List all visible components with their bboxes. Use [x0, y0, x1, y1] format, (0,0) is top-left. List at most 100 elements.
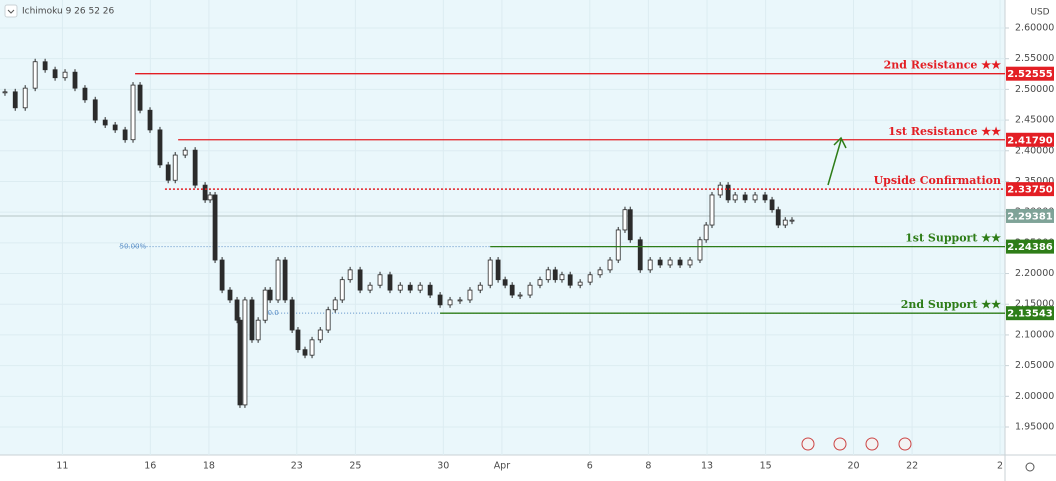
candle: [447, 299, 453, 306]
grid: 2.60000 2.55000 2.50000 2.45000 2.40000 2.350…: [0, 0, 1054, 472]
settings-icon[interactable]: [1025, 462, 1035, 472]
indicator-toggle[interactable]: [4, 4, 18, 18]
event-icons: [801, 437, 912, 451]
candle: [192, 149, 198, 186]
candle: [219, 259, 225, 291]
candle: [347, 269, 353, 281]
price-tag-label: 2.41790: [1007, 135, 1053, 146]
x-tick-label: 20: [847, 461, 859, 472]
candle: [234, 299, 240, 321]
y-tick-label: 2.10000: [1015, 329, 1054, 340]
candle: [577, 281, 583, 286]
candle: [457, 299, 463, 302]
indicator-label: Ichimoku 9 26 52 26: [22, 7, 115, 17]
x-tick-label: 8: [645, 461, 651, 472]
candle: [477, 284, 483, 291]
event-icon[interactable]: [865, 437, 879, 451]
candle: [357, 269, 363, 291]
candle: [615, 229, 621, 261]
candle: [407, 284, 413, 291]
y-tick-label: 2.35000: [1015, 176, 1054, 187]
candle: [752, 194, 758, 201]
y-tick-label: 2.00000: [1015, 391, 1054, 402]
candle: [417, 284, 423, 291]
x-tick-label: 22: [906, 461, 918, 472]
y-tick-label: 1.95000: [1015, 422, 1054, 433]
candle: [212, 194, 218, 261]
candle: [647, 259, 653, 271]
candle: [207, 194, 213, 201]
y-tick-label: 2.45000: [1015, 115, 1054, 126]
candle: [249, 299, 255, 341]
fib-label: 50.00%: [120, 243, 147, 251]
candle: [387, 274, 393, 291]
event-icon[interactable]: [801, 437, 815, 451]
event-icon[interactable]: [833, 437, 847, 451]
candle: [82, 87, 88, 101]
candle: [667, 259, 673, 266]
candle: [72, 71, 78, 89]
x-tick-label: 6: [587, 461, 593, 472]
candle: [775, 209, 781, 226]
price-tag: [1006, 182, 1054, 197]
overlay: 2nd Resistance ★★ 2.52555 1st Resistance ★…: [135, 59, 1054, 321]
candle: [377, 274, 383, 286]
price-tag: [1006, 239, 1054, 254]
candle: [339, 279, 345, 301]
x-tick-label: 18: [203, 461, 215, 472]
candle: [12, 91, 18, 109]
candle: [62, 71, 68, 79]
candle: [165, 164, 171, 181]
candle: [309, 339, 315, 356]
candle: [509, 284, 515, 296]
candle: [769, 199, 775, 211]
candle: [332, 299, 338, 311]
candle: [275, 259, 281, 301]
candle: [622, 209, 628, 231]
candle: [397, 284, 403, 291]
candle: [295, 329, 301, 351]
candle: [255, 319, 261, 341]
candle: [607, 259, 613, 271]
candle: [732, 194, 738, 201]
x-tick-label: 16: [144, 461, 156, 472]
y-tick-label: 2.40000: [1015, 145, 1054, 156]
candle: [102, 119, 108, 126]
candle: [92, 99, 98, 121]
candle: [527, 284, 533, 296]
candle: [112, 124, 118, 131]
candle: [32, 61, 38, 89]
candle: [502, 279, 508, 286]
price-tag: [1006, 306, 1054, 321]
candle: [559, 274, 565, 281]
price-tag-label: 2.33750: [1007, 185, 1053, 196]
candle: [130, 84, 136, 141]
candle: [545, 269, 551, 281]
price-tag-label: 2.24386: [1007, 242, 1053, 253]
candle: [495, 259, 501, 281]
candle: [687, 259, 693, 266]
level-label: Upside Confirmation: [874, 174, 1001, 187]
candle: [202, 184, 208, 201]
fib-label: 50.0: [263, 309, 279, 317]
chevron-icon: [7, 9, 15, 14]
candle: [182, 149, 188, 156]
candle: [262, 289, 268, 321]
candle: [267, 289, 273, 301]
y-tick-label: 2.20000: [1015, 268, 1054, 279]
price-tag: [1006, 208, 1054, 223]
candle: [237, 319, 243, 406]
level-label: 2nd Support ★★: [901, 298, 1001, 311]
candle: [587, 274, 593, 283]
x-tick-label: 2: [997, 461, 1003, 472]
currency-label: USD: [1030, 8, 1049, 18]
candle: [317, 329, 323, 341]
x-tick-label: 30: [437, 461, 449, 472]
event-icon[interactable]: [898, 437, 912, 451]
candle: [677, 259, 683, 266]
x-tick-label: Apr: [494, 461, 511, 472]
candle: [242, 299, 248, 406]
candle: [2, 91, 8, 94]
